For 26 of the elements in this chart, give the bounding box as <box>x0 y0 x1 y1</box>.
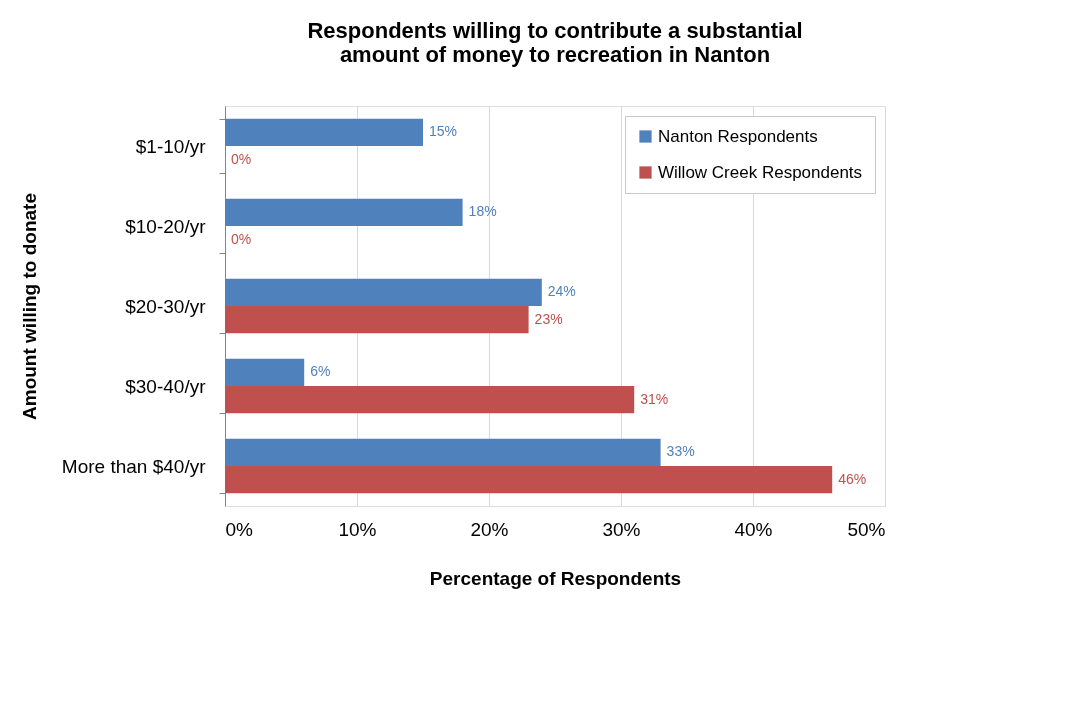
data-label: 18% <box>468 203 497 220</box>
legend-label: Nanton Respondents <box>658 126 818 146</box>
data-label: 0% <box>231 230 252 247</box>
data-label: 6% <box>310 363 331 380</box>
x-tick-label: 50% <box>847 518 886 540</box>
x-tick-label: 30% <box>602 518 641 540</box>
legend-label: Willow Creek Respondents <box>658 162 863 182</box>
chart-title: Respondents willing to contribute a substantial amount of money to recreation in Nanton <box>307 18 803 67</box>
y-axis-title: Amount willing to donate <box>18 193 40 420</box>
x-tick-label: 10% <box>338 518 377 540</box>
y-tick-label: $1-10/yr <box>135 135 207 157</box>
x-tick-label: 40% <box>734 518 773 540</box>
data-label: 23% <box>534 310 563 327</box>
data-label: 31% <box>640 390 669 407</box>
data-label: 0% <box>231 150 252 167</box>
y-tick-label: $10-20/yr <box>125 215 207 237</box>
y-tick-label: $20-30/yr <box>125 295 207 317</box>
data-label: 24% <box>547 283 576 300</box>
data-label: 33% <box>666 443 695 460</box>
data-label: 15% <box>429 123 458 140</box>
x-tick-label: 0% <box>225 518 254 540</box>
x-axis-title: Percentage of Respondents <box>429 567 682 589</box>
data-label: 46% <box>838 470 867 487</box>
y-tick-label: More than $40/yr <box>61 455 207 477</box>
y-tick-label: $30-40/yr <box>125 375 207 397</box>
x-tick-label: 20% <box>470 518 509 540</box>
